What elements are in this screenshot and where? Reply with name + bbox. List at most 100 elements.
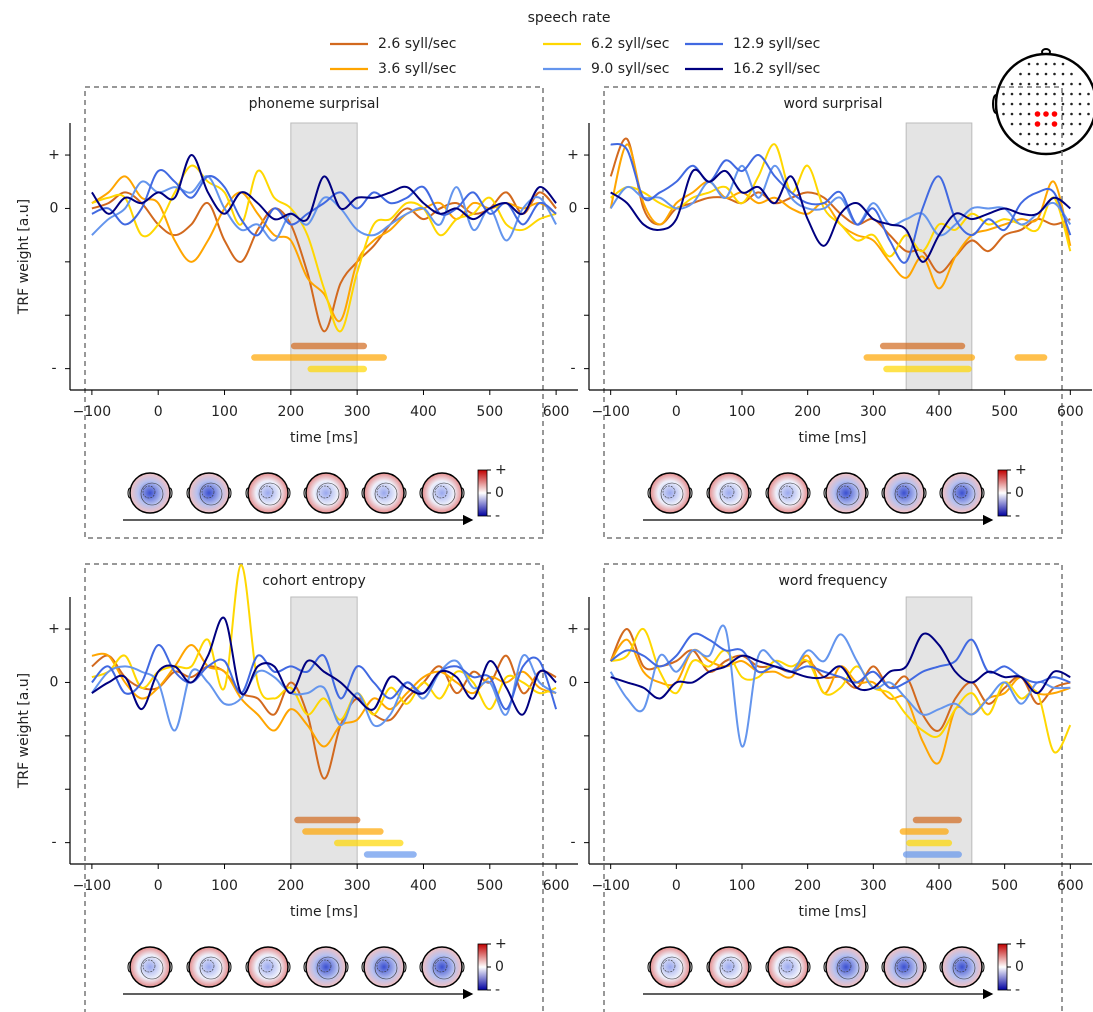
sensor-dot (1045, 103, 1048, 106)
series-line (611, 144, 1071, 288)
colorbar-label: + (1015, 936, 1027, 952)
sensor-dot (1028, 93, 1031, 96)
sensor-dot (1053, 103, 1056, 106)
sensor-dot (1053, 143, 1056, 146)
sensor-dot (1070, 123, 1073, 126)
sensor-dot (1087, 113, 1090, 116)
y-tick-label: 0 (50, 674, 59, 690)
legend-label: 2.6 syll/sec (378, 36, 456, 52)
time-window (291, 123, 357, 390)
sensor-dot (1028, 143, 1031, 146)
sensor-dot (1062, 113, 1065, 116)
topomap (306, 947, 346, 987)
sensor-dot (1019, 93, 1022, 96)
sensor-dot (1079, 103, 1082, 106)
sensor-dot (1079, 83, 1082, 86)
x-tick-label: 0 (672, 404, 681, 420)
sensor-dot (1019, 123, 1022, 126)
sensor-dot (1036, 73, 1039, 76)
x-tick-label: 200 (794, 878, 821, 894)
legend-label: 12.9 syll/sec (733, 36, 820, 52)
x-tick-label: 500 (476, 878, 503, 894)
x-tick-label: 100 (211, 878, 238, 894)
sensor-dot (1036, 93, 1039, 96)
sensor-dot (1045, 143, 1048, 146)
sensor-dot (1011, 103, 1014, 106)
topomap (364, 947, 404, 987)
colorbar (478, 944, 487, 990)
x-tick-label: 300 (344, 404, 371, 420)
colorbar-label: - (495, 982, 500, 998)
colorbar-label: 0 (1015, 485, 1024, 501)
y-tick-label: 0 (569, 674, 578, 690)
sensor-dot (1028, 103, 1031, 106)
x-tick-label: 600 (1057, 404, 1084, 420)
topomap (942, 947, 982, 987)
sensor-dot (1045, 93, 1048, 96)
y-tick-label: + (567, 621, 579, 637)
sensor-dot (1070, 133, 1073, 136)
topomap (130, 473, 170, 513)
x-tick-label: −100 (591, 878, 629, 894)
sensor-dot (1035, 121, 1041, 127)
x-tick-label: 400 (926, 878, 953, 894)
colorbar-label: 0 (1015, 959, 1024, 975)
x-tick-label: 300 (860, 878, 887, 894)
x-tick-label: 0 (672, 878, 681, 894)
x-tick-label: 500 (476, 404, 503, 420)
sensor-dot (1036, 143, 1039, 146)
y-tick-label: 0 (569, 200, 578, 216)
sensor-dot (1002, 93, 1005, 96)
sensor-dot (1019, 73, 1022, 76)
topomap (826, 473, 866, 513)
x-tick-label: −100 (591, 404, 629, 420)
colorbar-label: - (495, 508, 500, 524)
sensor-dot (1070, 73, 1073, 76)
x-tick-label: 100 (729, 878, 756, 894)
sensor-dot (1053, 63, 1056, 66)
colorbar-label: - (1015, 982, 1020, 998)
topomap (130, 947, 170, 987)
x-tick-label: 200 (277, 878, 304, 894)
x-tick-label: −100 (73, 404, 111, 420)
sensor-dot (1070, 113, 1073, 116)
series-line (611, 629, 1071, 731)
sensor-dot (1087, 103, 1090, 106)
colorbar-label: 0 (495, 485, 504, 501)
sensor-dot (1019, 113, 1022, 116)
x-tick-label: 600 (543, 404, 570, 420)
sensor-dot (1053, 133, 1056, 136)
legend-label: 16.2 syll/sec (733, 61, 820, 77)
colorbar-label: + (1015, 462, 1027, 478)
topomap (189, 473, 229, 513)
sensor-dot (1028, 63, 1031, 66)
sensor-dot (1062, 93, 1065, 96)
panel-title: cohort entropy (262, 573, 366, 589)
panel-title: word surprisal (783, 96, 882, 112)
x-tick-label: 0 (154, 878, 163, 894)
sensor-dot (1079, 93, 1082, 96)
sensor-dot (1028, 73, 1031, 76)
panel-title: word frequency (778, 573, 887, 589)
time-window (291, 597, 357, 864)
sensor-dot (1079, 123, 1082, 126)
topomap (709, 947, 749, 987)
x-tick-label: 300 (860, 404, 887, 420)
x-tick-label: 600 (1057, 878, 1084, 894)
x-tick-label: 500 (991, 878, 1018, 894)
colorbar (998, 470, 1007, 516)
y-axis-label: TRF weight [a.u] (16, 673, 32, 789)
topomap (422, 473, 462, 513)
sensor-dot (1053, 73, 1056, 76)
x-axis-label: time [ms] (290, 430, 358, 446)
series-line (611, 144, 1071, 263)
sensor-dot (1045, 83, 1048, 86)
x-tick-label: 200 (794, 404, 821, 420)
sensor-dot (1052, 121, 1058, 127)
sensor-dot (1036, 63, 1039, 66)
x-tick-label: 100 (729, 404, 756, 420)
topomap (248, 473, 288, 513)
head-inset (993, 49, 1093, 154)
series-line (611, 634, 1071, 689)
colorbar-label: - (1015, 508, 1020, 524)
